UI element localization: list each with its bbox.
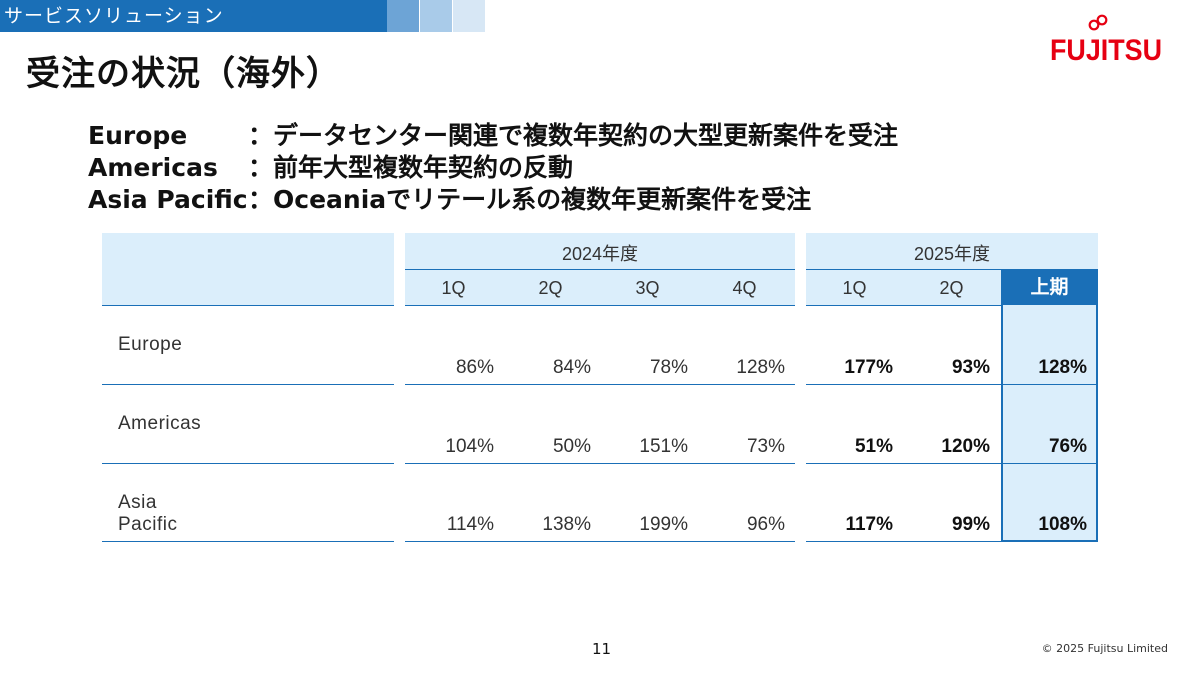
table-cell: 117% — [845, 514, 893, 535]
quarter-label: 2Q — [538, 278, 563, 298]
table-cell: 93% — [951, 357, 990, 378]
table-header-corner — [102, 233, 394, 305]
banner-stripe — [420, 0, 453, 32]
region-label: Asia Pacific — [118, 492, 178, 535]
quarter-label: 2Q — [939, 278, 964, 298]
summary-list: Europe ：データセンター関連で複数年契約の大型更新案件を受注 Americ… — [88, 120, 898, 216]
row-divider — [102, 463, 394, 464]
table-cell: 138% — [542, 514, 591, 535]
header-divider — [405, 269, 795, 270]
half-year-header: 上期 — [1001, 269, 1098, 305]
row-divider — [806, 463, 1098, 464]
summary-item: Americas ：前年大型複数年契約の反動 — [88, 152, 898, 184]
row-divider — [405, 305, 795, 306]
row-divider — [405, 541, 795, 542]
summary-region: Europe — [88, 121, 188, 150]
table-cell-half: 128% — [1038, 357, 1087, 378]
table-cell: 199% — [639, 514, 688, 535]
table-cell-half: 108% — [1038, 514, 1087, 535]
row-divider — [102, 305, 394, 306]
row-divider — [405, 384, 795, 385]
summary-region: Americas — [88, 153, 218, 182]
banner-stripe — [387, 0, 420, 32]
quarter-label: 3Q — [635, 278, 660, 298]
fy2024-label: 2024年度 — [561, 244, 639, 264]
section-label: サービスソリューション — [0, 0, 388, 32]
row-divider — [102, 541, 394, 542]
table-cell: 120% — [941, 436, 990, 457]
table-cell-half: 76% — [1048, 436, 1087, 457]
table-cell: 151% — [639, 436, 688, 457]
table-cell: 73% — [746, 436, 785, 457]
summary-text: ：データセンター関連で複数年契約の大型更新案件を受注 — [248, 121, 899, 150]
summary-text: ：前年大型複数年契約の反動 — [248, 153, 574, 182]
row-divider — [405, 463, 795, 464]
row-divider — [806, 305, 1001, 306]
table-cell: 128% — [736, 357, 785, 378]
region-label: Europe — [118, 334, 183, 355]
summary-text: ：Oceaniaでリテール系の複数年更新案件を受注 — [248, 185, 812, 214]
table-cell: 104% — [445, 436, 494, 457]
table-cell: 78% — [649, 357, 688, 378]
summary-item: Europe ：データセンター関連で複数年契約の大型更新案件を受注 — [88, 120, 898, 152]
quarter-label: 1Q — [842, 278, 867, 298]
row-divider — [806, 541, 1098, 542]
row-divider — [806, 384, 1098, 385]
region-label: Americas — [118, 413, 202, 434]
quarter-label: 1Q — [441, 278, 466, 298]
banner-stripe — [453, 0, 486, 32]
page-title: 受注の状況（海外） — [26, 54, 341, 94]
table-cell: 114% — [446, 514, 494, 535]
table-cell: 99% — [951, 514, 990, 535]
section-banner: サービスソリューション — [0, 0, 486, 32]
fujitsu-logo: FUJITSU — [1050, 14, 1162, 67]
summary-item: Asia Pacific ：Oceaniaでリテール系の複数年更新案件を受注 — [88, 184, 898, 216]
copyright-notice: © 2025 Fujitsu Limited — [1041, 642, 1168, 655]
table-cell: 84% — [552, 357, 591, 378]
table-cell: 86% — [455, 357, 494, 378]
logo-wordmark: FUJITSU — [1050, 34, 1162, 67]
table-cell: 96% — [746, 514, 785, 535]
page-number: 11 — [592, 640, 612, 658]
row-divider — [102, 384, 394, 385]
header-divider — [806, 269, 1001, 270]
table-cell: 50% — [552, 436, 591, 457]
half-year-column — [1001, 269, 1098, 542]
fy2025-label: 2025年度 — [913, 244, 991, 264]
quarter-label: 4Q — [732, 278, 757, 298]
table-cell: 51% — [854, 436, 893, 457]
table-cell: 177% — [844, 357, 893, 378]
summary-region: Asia Pacific — [88, 185, 248, 214]
